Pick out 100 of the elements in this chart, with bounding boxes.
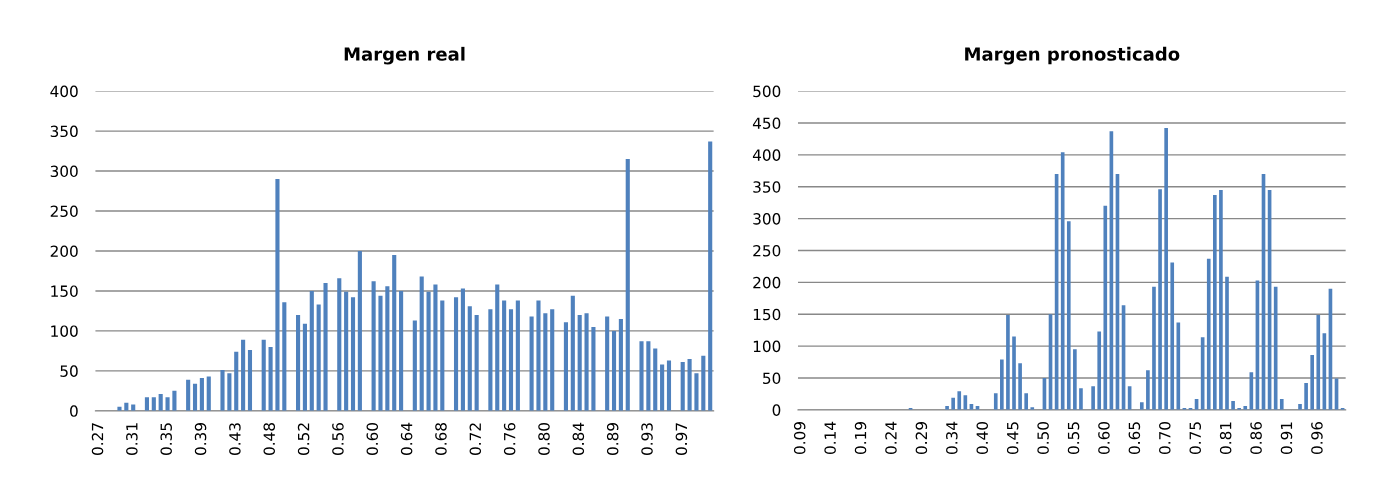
bar [529, 316, 534, 411]
bar [1316, 314, 1321, 410]
x-tick-label: 0.80 [538, 422, 550, 455]
x-tick-label: 0.43 [229, 423, 241, 455]
bar [158, 394, 163, 411]
bar [357, 250, 362, 411]
bar [495, 284, 500, 411]
x-tick-label: 0.40 [976, 421, 989, 454]
x-tick-label: 0.96 [1311, 421, 1323, 454]
x-tick-label: 0.91 [1280, 422, 1293, 454]
x-tick-label: 0.14 [824, 421, 836, 454]
bar [1073, 349, 1077, 410]
bar [296, 314, 301, 411]
bar [1097, 331, 1102, 410]
y-tick-label: 0 [70, 405, 78, 417]
bar [605, 316, 610, 411]
x-tick-label: 0.09 [793, 422, 806, 454]
bar [543, 313, 548, 411]
y-tick-label: 400 [752, 149, 781, 161]
y-tick-label: 50 [763, 372, 781, 384]
x-tick-label: 0.76 [503, 422, 516, 455]
bar [337, 278, 342, 411]
bar [172, 390, 177, 411]
x-tick-label: 0.56 [332, 422, 344, 455]
bar [536, 300, 541, 411]
y-tick-label: 50 [60, 365, 78, 377]
x-tick-label: 0.93 [641, 423, 653, 455]
x-tick-label: 0.31 [126, 423, 138, 455]
x-tick-label: 0.34 [946, 421, 958, 454]
y-tick-label: 300 [753, 213, 781, 225]
bar [1006, 314, 1010, 410]
bar [625, 159, 630, 411]
y-tick-label: 300 [50, 165, 78, 178]
bar [680, 362, 685, 411]
bar [1152, 286, 1156, 410]
x-tick-label: 0.68 [435, 423, 447, 455]
y-tick-label: 200 [50, 245, 78, 258]
y-tick-label: 100 [51, 325, 78, 337]
x-tick-label: 0.55 [1067, 422, 1080, 454]
bar [186, 379, 191, 411]
bar [563, 322, 569, 411]
y-tick-label: 0 [772, 404, 781, 416]
x-tick-label: 0.48 [263, 423, 276, 455]
bar [1219, 189, 1223, 410]
bar [282, 302, 287, 411]
bar [577, 314, 582, 411]
bar [957, 391, 962, 410]
bar [1206, 258, 1211, 410]
bar [1103, 205, 1108, 410]
x-tick-label: 0.29 [915, 422, 928, 454]
bar [1310, 355, 1315, 410]
bar [1176, 322, 1181, 410]
bar [1158, 189, 1162, 410]
y-tick-label: 200 [753, 276, 781, 289]
x-tick-label: 0.35 [160, 423, 172, 455]
x-tick-label: 0.75 [1189, 422, 1201, 454]
bar [385, 286, 390, 411]
bar [440, 300, 445, 411]
bar [460, 288, 465, 411]
bar [488, 309, 493, 411]
bar [316, 304, 321, 411]
bar [131, 404, 136, 411]
bar [508, 309, 514, 411]
bar [165, 397, 170, 411]
x-tick-label: 0.19 [854, 422, 867, 454]
bar [453, 297, 459, 411]
y-tick-label: 150 [51, 285, 78, 297]
bar [591, 326, 596, 411]
bar [611, 330, 617, 411]
bar [117, 406, 122, 411]
bar [1304, 383, 1308, 410]
bar [646, 341, 651, 411]
chart-title: Margen real [344, 46, 465, 65]
bar [1024, 393, 1029, 410]
bar [412, 320, 417, 411]
bar [474, 314, 479, 411]
x-tick-label: 0.24 [885, 421, 897, 454]
bar [618, 318, 623, 411]
bar [433, 284, 438, 411]
bar [1139, 402, 1144, 410]
bar [1000, 359, 1004, 410]
bar [392, 254, 397, 411]
bar [570, 295, 575, 411]
bar [1164, 128, 1168, 410]
bar [371, 281, 376, 411]
y-tick-label: 250 [50, 205, 78, 218]
bar [275, 179, 280, 411]
bar [206, 376, 211, 411]
bar [426, 291, 431, 411]
bar [515, 300, 520, 411]
bar [144, 397, 149, 411]
bar [1225, 276, 1229, 410]
bar [151, 397, 156, 411]
bar [419, 276, 424, 411]
bar [1146, 370, 1150, 410]
y-tick-label: 350 [50, 125, 78, 138]
x-tick-label: 0.52 [297, 423, 310, 455]
x-tick-label: 0.27 [91, 423, 104, 455]
bar [653, 348, 658, 411]
bar [1273, 286, 1278, 410]
